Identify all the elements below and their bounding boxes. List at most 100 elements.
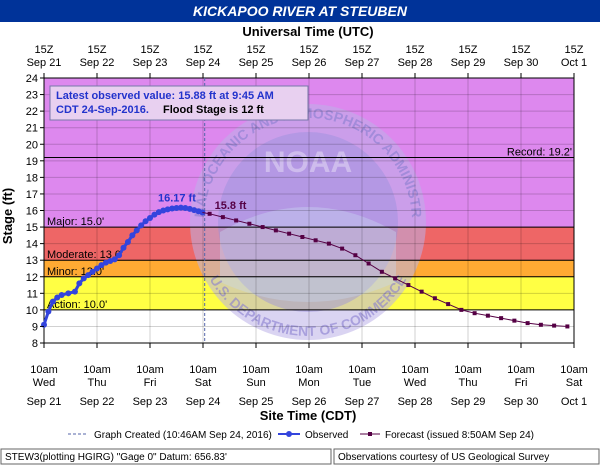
info-line-2a: CDT 24-Sep-2016. xyxy=(56,104,149,116)
bottom-tick-time: 10am xyxy=(560,364,588,376)
y-tick-label: 16 xyxy=(26,206,38,218)
observed-point xyxy=(80,275,87,282)
forecast-point xyxy=(220,215,225,220)
bottom-tick-date: Sep 22 xyxy=(80,396,115,408)
y-tick-label: 10 xyxy=(26,305,38,317)
bottom-tick-time: 10am xyxy=(30,364,58,376)
forecast-point xyxy=(379,269,384,274)
top-tick-time: 15Z xyxy=(141,44,160,56)
threshold-label: Record: 19.2' xyxy=(507,147,572,159)
forecast-point xyxy=(538,322,543,327)
observed-point xyxy=(147,214,153,221)
y-tick-label: 18 xyxy=(26,172,38,184)
info-box-bg xyxy=(49,85,309,121)
bottom-tick-time: 10am xyxy=(189,364,217,376)
info-line-1: Latest observed value: 15.88 ft at 9:45 … xyxy=(56,90,274,102)
y-axis-label: Stage (ft) xyxy=(0,188,15,244)
observed-point xyxy=(85,272,92,279)
legend-created-label: Graph Created (10:46AM Sep 24, 2016) xyxy=(94,430,272,441)
footer-credit: Observations courtesy of US Geological S… xyxy=(338,452,549,463)
y-tick-label: 19 xyxy=(26,156,38,168)
forecast-point xyxy=(485,313,490,318)
y-tick-label: 9 xyxy=(32,321,38,333)
observed-point xyxy=(76,280,83,287)
bottom-tick-day: Sat xyxy=(566,377,583,389)
top-tick-date: Sep 24 xyxy=(186,57,221,69)
footer-left-box xyxy=(0,448,332,465)
forecast-point xyxy=(326,241,331,246)
threshold-label: Action: 10.0' xyxy=(47,299,107,311)
forecast-point xyxy=(512,318,517,323)
chart-title: KICKAPOO RIVER AT STEUBEN xyxy=(193,3,408,19)
threshold-labels: Record: 19.2' Major: 15.0' Moderate: 13.0'… xyxy=(44,147,574,311)
top-axis-label: Universal Time (UTC) xyxy=(242,24,373,39)
observed-point xyxy=(94,265,100,272)
forecast-point xyxy=(472,311,477,316)
forecast-point xyxy=(432,296,437,301)
bottom-tick-time: 10am xyxy=(242,364,270,376)
watermark-disc xyxy=(190,104,426,340)
bottom-tick-date: Sep 30 xyxy=(504,396,539,408)
forecast-point xyxy=(459,307,464,312)
forecast-point xyxy=(552,323,557,328)
forecast-point xyxy=(419,289,424,294)
observed-point xyxy=(138,222,145,229)
observed-point xyxy=(169,205,176,212)
forecast-point xyxy=(287,231,292,236)
observed-point xyxy=(129,232,136,239)
observed-point xyxy=(177,204,184,211)
bottom-tick-date: Sep 25 xyxy=(239,396,274,408)
bottom-tick-time: 10am xyxy=(401,364,429,376)
threshold-label: Major: 15.0' xyxy=(47,216,104,228)
y-tick-label: 11 xyxy=(27,288,38,300)
threshold-label: Moderate: 13.0' xyxy=(47,249,123,261)
bottom-tick-day: Thu xyxy=(88,377,107,389)
latest-observed-box: Latest observed value: 15.88 ft at 9:45 … xyxy=(49,85,309,121)
top-tick-time: 15Z xyxy=(512,44,531,56)
legend-observed-marker xyxy=(286,431,292,437)
bottom-tick-time: 10am xyxy=(454,364,482,376)
bottom-tick-date: Sep 26 xyxy=(292,396,327,408)
legend-forecast-label: Forecast (issued 8:50AM Sep 24) xyxy=(385,430,534,441)
top-tick-time: 15Z xyxy=(194,44,213,56)
y-tick-label: 22 xyxy=(26,106,38,118)
watermark-center-text: NOAA xyxy=(264,146,352,179)
y-tick-label: 8 xyxy=(32,338,38,350)
info-line-2b: Flood Stage is 12 ft xyxy=(163,104,264,116)
top-tick-date: Sep 23 xyxy=(133,57,168,69)
forecast-point xyxy=(406,283,411,288)
footer-right-box xyxy=(333,448,600,465)
observed-point xyxy=(54,294,61,301)
top-tick-time: 15Z xyxy=(300,44,319,56)
y-tick-label: 14 xyxy=(26,239,38,251)
top-tick-time: 15Z xyxy=(88,44,107,56)
forecast-point xyxy=(300,235,305,239)
crest-label: 16.17 ft xyxy=(158,193,196,205)
bottom-tick-date: Sep 21 xyxy=(27,396,62,408)
top-tick-date: Sep 29 xyxy=(451,57,486,69)
forecast-point xyxy=(525,321,530,326)
bottom-tick-time: 10am xyxy=(83,364,111,376)
observed-point xyxy=(111,256,118,263)
observed-point xyxy=(98,262,105,269)
top-tick-date: Sep 28 xyxy=(398,57,433,69)
forecast-point xyxy=(366,261,371,266)
top-tick-date: Sep 26 xyxy=(292,57,327,69)
data-labels: 16.17 ft 15.8 ft xyxy=(158,193,247,212)
top-tick-date: Sep 27 xyxy=(345,57,380,69)
bottom-tick-day: Fri xyxy=(144,377,157,389)
y-tick-label: 13 xyxy=(26,255,38,267)
forecast-point xyxy=(393,276,398,281)
bottom-tick-date: Sep 24 xyxy=(186,396,221,408)
legend-observed-label: Observed xyxy=(305,430,348,441)
forecast-point xyxy=(565,324,570,329)
bottom-tick-day: Tue xyxy=(353,377,372,389)
forecast-point xyxy=(446,302,451,307)
observed-point xyxy=(89,268,96,275)
bottom-tick-time: 10am xyxy=(136,364,164,376)
y-tick-label: 21 xyxy=(26,123,38,135)
bottom-tick-time: 10am xyxy=(507,364,535,376)
forecast-point xyxy=(247,221,252,226)
